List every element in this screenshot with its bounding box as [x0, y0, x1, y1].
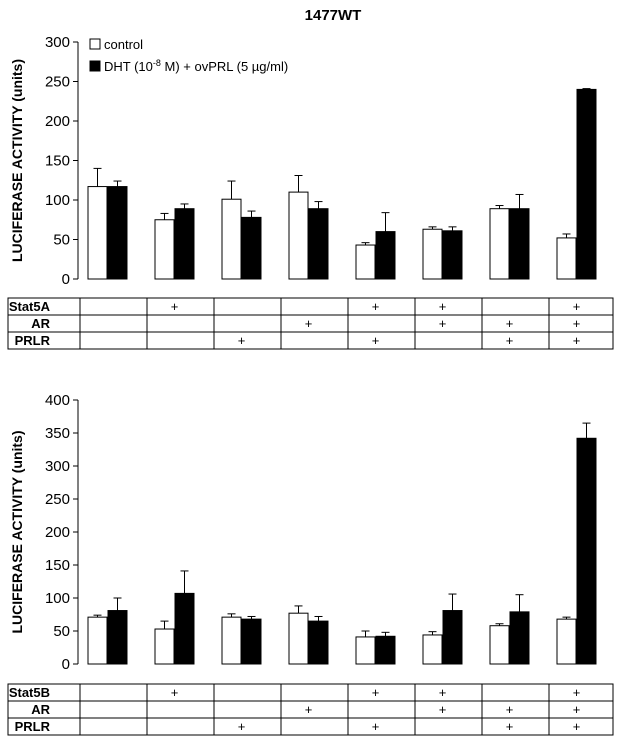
- table-plus-mark: +: [573, 333, 581, 348]
- table-plus-mark: +: [506, 702, 514, 717]
- table-plus-mark: +: [171, 685, 179, 700]
- y-axis-title: LUCIFERASE ACTIVITY (units): [9, 59, 25, 262]
- bar-control-3: [221, 198, 242, 280]
- bar-treated-5: [375, 231, 396, 280]
- table-plus-mark: +: [439, 299, 447, 314]
- bar-treated-8: [576, 437, 597, 665]
- bar-control-7: [489, 208, 510, 280]
- table-plus-mark: +: [439, 702, 447, 717]
- legend-treated-sup: -8: [153, 58, 161, 68]
- table-plus-mark: +: [372, 299, 380, 314]
- chart-panel-bottom: 0 50 100 150 200 250 300 350 400 LUCIFERASE ACTIV…: [7, 392, 614, 736]
- table-plus-mark: +: [238, 333, 246, 348]
- bar-control-6: [422, 228, 443, 280]
- y-tick-label: 200: [45, 113, 70, 130]
- bar-treated-6: [442, 610, 463, 665]
- table-plus-mark: +: [372, 719, 380, 734]
- y-tick-label: 0: [62, 656, 70, 673]
- bar-treated-1: [107, 610, 128, 665]
- y-tick-label: 0: [62, 271, 70, 288]
- y-tick-label: 100: [45, 192, 70, 209]
- bar-treated-7: [509, 611, 530, 665]
- bar-control-8: [556, 618, 577, 665]
- table-row-label-ar: AR: [31, 702, 50, 717]
- y-tick-label: 350: [45, 425, 70, 442]
- bar-control-4: [288, 191, 309, 280]
- y-tick-label: 100: [45, 590, 70, 607]
- legend-swatch-control: [89, 38, 101, 50]
- bar-treated-1: [107, 186, 128, 280]
- bar-treated-3: [241, 216, 262, 280]
- table-plus-mark: +: [439, 316, 447, 331]
- bar-control-6: [422, 634, 443, 665]
- table-plus-mark: +: [573, 702, 581, 717]
- bar-control-4: [288, 612, 309, 665]
- bar-control-7: [489, 625, 510, 665]
- legend: control DHT (10-8 M) + ovPRL (5 µg/ml): [89, 37, 288, 74]
- chart-title: 1477WT: [305, 7, 362, 24]
- y-axis-title: LUCIFERASE ACTIVITY (units): [9, 431, 25, 634]
- y-tick-label: 250: [45, 491, 70, 508]
- condition-table-border: [7, 297, 614, 350]
- table-plus-mark: +: [439, 685, 447, 700]
- bar-control-5: [355, 636, 376, 665]
- bar-treated-8: [576, 88, 597, 280]
- bar-treated-5: [375, 635, 396, 665]
- bar-treated-6: [442, 230, 463, 280]
- bar-control-8: [556, 237, 577, 280]
- bar-treated-3: [241, 618, 262, 665]
- bar-control-3: [221, 616, 242, 665]
- legend-treated-post: M) + ovPRL (5 µg/ml): [161, 59, 288, 74]
- y-tick-label: 150: [45, 153, 70, 170]
- bar-control-1: [87, 616, 108, 665]
- y-tick-label: 300: [45, 458, 70, 475]
- table-row-label-ar: AR: [31, 316, 50, 331]
- legend-label-control: control: [104, 37, 143, 52]
- bar-treated-4: [308, 620, 329, 665]
- bar-treated-4: [308, 208, 329, 280]
- table-row-label-stat5b: Stat5B: [9, 685, 50, 700]
- bar-treated-7: [509, 208, 530, 280]
- bar-treated-2: [174, 208, 195, 280]
- table-plus-mark: +: [305, 702, 313, 717]
- y-tick-label: 200: [45, 524, 70, 541]
- table-plus-mark: +: [573, 685, 581, 700]
- bar-control-2: [154, 628, 175, 665]
- table-plus-mark: +: [171, 299, 179, 314]
- condition-table-border: [7, 683, 614, 736]
- table-plus-mark: +: [506, 316, 514, 331]
- table-plus-mark: +: [305, 316, 313, 331]
- table-row-label-prlr: PRLR: [15, 333, 51, 348]
- table-plus-mark: +: [238, 719, 246, 734]
- table-row-label-prlr: PRLR: [15, 719, 51, 734]
- table-row-label-stat5a: Stat5A: [9, 299, 51, 314]
- bar-control-1: [87, 186, 108, 280]
- legend-label-treated: DHT (10-8 M) + ovPRL (5 µg/ml): [104, 58, 288, 74]
- y-tick-label: 150: [45, 557, 70, 574]
- bar-treated-2: [174, 592, 195, 665]
- y-tick-label: 300: [45, 34, 70, 51]
- table-plus-mark: +: [573, 316, 581, 331]
- bar-control-2: [154, 219, 175, 280]
- legend-swatch-treated: [89, 60, 101, 72]
- table-plus-mark: +: [573, 299, 581, 314]
- table-plus-mark: +: [573, 719, 581, 734]
- legend-treated-pre: DHT (10: [104, 59, 153, 74]
- y-tick-label: 50: [53, 232, 70, 249]
- y-tick-label: 250: [45, 74, 70, 91]
- table-plus-mark: +: [506, 333, 514, 348]
- chart-panel-top: 0 50 100 150 200 250 300 LUCIFERASE ACTIVITY (u…: [7, 34, 614, 350]
- y-tick-label: 50: [53, 623, 70, 640]
- table-plus-mark: +: [506, 719, 514, 734]
- y-tick-label: 400: [45, 392, 70, 409]
- table-plus-mark: +: [372, 333, 380, 348]
- bar-control-5: [355, 244, 376, 280]
- table-plus-mark: +: [372, 685, 380, 700]
